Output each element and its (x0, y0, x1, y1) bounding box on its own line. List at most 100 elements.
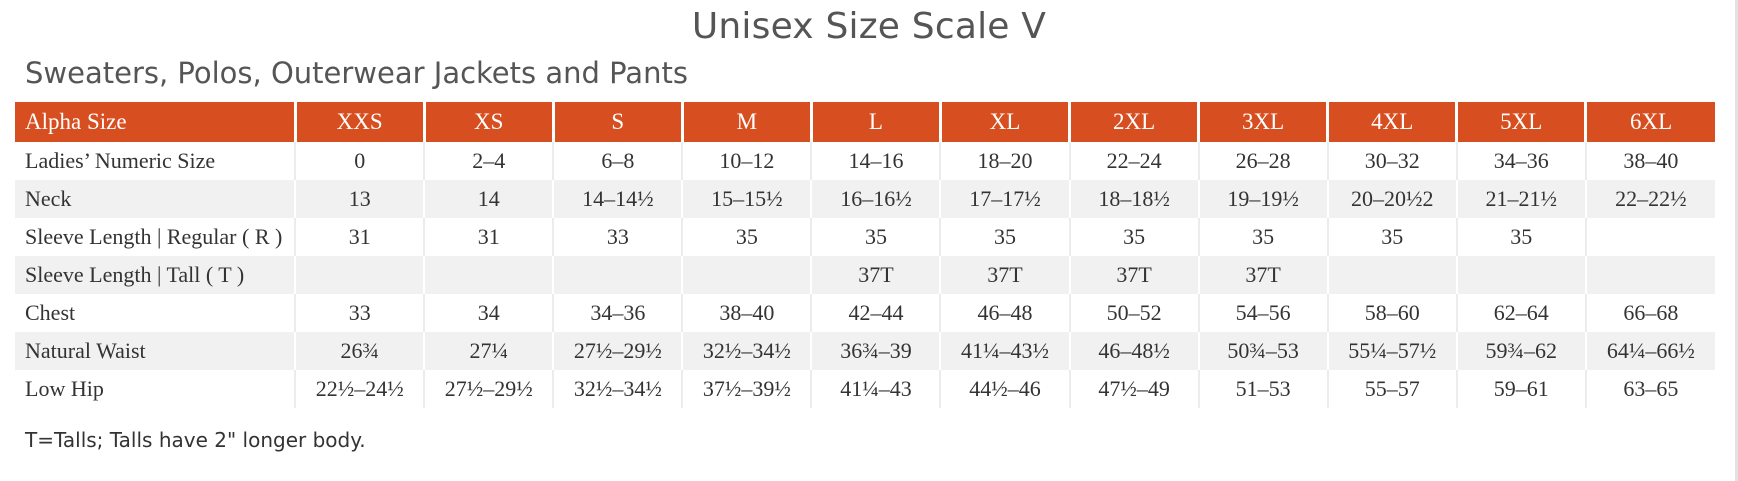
table-cell: 38–40 (682, 294, 813, 332)
table-cell: 17–17½ (940, 180, 1071, 218)
table-cell: 27½–29½ (553, 332, 684, 370)
table-cell: 31 (424, 218, 555, 256)
table-row: Neck 13 14 14–14½ 15–15½ 16–16½ 17–17½ 18–18½ 19… (15, 180, 1715, 218)
table-cell: 51–53 (1198, 370, 1329, 408)
table-row: Natural Waist 26¾ 27¼ 27½–29½ 32½–34½ 36¾–39 4… (15, 332, 1715, 370)
table-cell: 36¾–39 (811, 332, 942, 370)
footnote: T=Talls; Talls have 2" longer body. (25, 428, 366, 452)
table-cell: 18–20 (940, 142, 1071, 180)
table-cell: 19–19½ (1198, 180, 1329, 218)
table-row: Low Hip 22½–24½ 27½–29½ 32½–34½ 37½–39½ 41¼–4… (15, 370, 1715, 408)
table-cell: 55–57 (1327, 370, 1458, 408)
table-cell: 2–4 (424, 142, 555, 180)
table-cell: 22½–24½ (295, 370, 426, 408)
page-subtitle: Sweaters, Polos, Outerwear Jackets and P… (25, 56, 688, 90)
table-cell: 22–22½ (1585, 180, 1715, 218)
table-cell: 14–16 (811, 142, 942, 180)
header-label: Alpha Size (15, 102, 297, 142)
table-cell: 44½–46 (940, 370, 1071, 408)
table-row: Chest 33 34 34–36 38–40 42–44 46–48 50–52 54–56 5… (15, 294, 1715, 332)
table-cell: 54–56 (1198, 294, 1329, 332)
table-cell: 20–20½2 (1327, 180, 1458, 218)
table-cell: 34–36 (1456, 142, 1587, 180)
header-size-cell: XXS (295, 102, 426, 142)
table-cell: 33 (553, 218, 684, 256)
table-cell: 46–48 (940, 294, 1071, 332)
row-label: Ladies’ Numeric Size (15, 142, 297, 180)
table-cell: 37½–39½ (682, 370, 813, 408)
table-cell: 35 (940, 218, 1071, 256)
table-cell: 62–64 (1456, 294, 1587, 332)
table-cell (1585, 218, 1715, 256)
table-cell: 33 (295, 294, 426, 332)
header-size-cell: 4XL (1327, 102, 1459, 142)
table-cell: 55¼–57½ (1327, 332, 1458, 370)
header-size-cell: M (682, 102, 813, 142)
header-size-cell: 6XL (1585, 102, 1715, 142)
header-size-cell: XL (940, 102, 1072, 142)
header-size-cell: S (553, 102, 684, 142)
table-cell: 35 (1456, 218, 1587, 256)
table-cell: 35 (1198, 218, 1329, 256)
table-cell (553, 256, 684, 294)
header-size-cell: 2XL (1069, 102, 1201, 142)
table-cell: 50¾–53 (1198, 332, 1329, 370)
table-cell: 59–61 (1456, 370, 1587, 408)
table-cell: 37T (1198, 256, 1329, 294)
header-size-cell: XS (424, 102, 555, 142)
row-label: Low Hip (15, 370, 297, 408)
table-cell: 63–65 (1585, 370, 1715, 408)
table-cell: 32½–34½ (553, 370, 684, 408)
table-cell: 41¼–43½ (940, 332, 1071, 370)
table-cell: 15–15½ (682, 180, 813, 218)
size-table: Alpha Size XXS XS S M L XL 2XL 3XL 4XL 5… (15, 102, 1715, 408)
table-cell: 35 (811, 218, 942, 256)
table-cell: 32½–34½ (682, 332, 813, 370)
table-cell: 37T (811, 256, 942, 294)
table-cell (1456, 256, 1587, 294)
table-cell: 14–14½ (553, 180, 684, 218)
header-size-cell: 3XL (1198, 102, 1330, 142)
table-cell: 41¼–43 (811, 370, 942, 408)
table-cell: 27½–29½ (424, 370, 555, 408)
table-cell: 30–32 (1327, 142, 1458, 180)
table-header-row: Alpha Size XXS XS S M L XL 2XL 3XL 4XL 5… (15, 102, 1715, 142)
table-cell: 34–36 (553, 294, 684, 332)
table-cell (1327, 256, 1458, 294)
table-cell: 35 (1069, 218, 1200, 256)
table-cell: 47½–49 (1069, 370, 1200, 408)
table-cell: 21–21½ (1456, 180, 1587, 218)
table-cell: 10–12 (682, 142, 813, 180)
table-cell: 27¼ (424, 332, 555, 370)
table-cell: 13 (295, 180, 426, 218)
table-row: Sleeve Length | Regular ( R ) 31 31 33 35 35 3… (15, 218, 1715, 256)
table-cell: 42–44 (811, 294, 942, 332)
table-cell: 37T (940, 256, 1071, 294)
table-cell (424, 256, 555, 294)
table-cell (1585, 256, 1715, 294)
table-cell: 31 (295, 218, 426, 256)
table-cell: 46–48½ (1069, 332, 1200, 370)
table-row: Sleeve Length | Tall ( T ) 37T 37T 37T 37T (15, 256, 1715, 294)
table-cell: 59¾–62 (1456, 332, 1587, 370)
table-cell: 64¼–66½ (1585, 332, 1715, 370)
table-cell: 50–52 (1069, 294, 1200, 332)
table-cell: 38–40 (1585, 142, 1715, 180)
table-cell (682, 256, 813, 294)
table-cell: 0 (295, 142, 426, 180)
page-edge-divider (1735, 0, 1738, 481)
header-size-cell: 5XL (1456, 102, 1588, 142)
table-cell: 14 (424, 180, 555, 218)
table-cell: 18–18½ (1069, 180, 1200, 218)
header-size-cell: L (811, 102, 942, 142)
table-cell: 34 (424, 294, 555, 332)
table-cell (295, 256, 426, 294)
table-cell: 22–24 (1069, 142, 1200, 180)
table-cell: 26–28 (1198, 142, 1329, 180)
table-cell: 35 (1327, 218, 1458, 256)
table-row: Ladies’ Numeric Size 0 2–4 6–8 10–12 14–16 18–… (15, 142, 1715, 180)
row-label: Sleeve Length | Tall ( T ) (15, 256, 297, 294)
row-label: Chest (15, 294, 297, 332)
table-cell: 35 (682, 218, 813, 256)
